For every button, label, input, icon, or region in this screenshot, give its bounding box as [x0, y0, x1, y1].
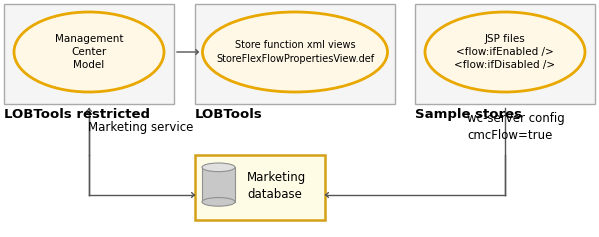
Text: LOBTools restricted: LOBTools restricted [4, 108, 150, 121]
Text: Sample stores: Sample stores [415, 108, 522, 121]
Text: Marketing service: Marketing service [88, 120, 193, 133]
Text: LOBTools: LOBTools [195, 108, 263, 121]
FancyBboxPatch shape [415, 4, 595, 104]
Ellipse shape [202, 163, 235, 172]
FancyBboxPatch shape [4, 4, 174, 104]
FancyBboxPatch shape [195, 155, 325, 220]
Text: wc-server config
cmcFlow=true: wc-server config cmcFlow=true [467, 112, 565, 142]
Text: Marketing
database: Marketing database [247, 171, 306, 201]
Ellipse shape [425, 12, 585, 92]
Ellipse shape [202, 198, 235, 206]
Ellipse shape [14, 12, 164, 92]
Text: Management
Center
Model: Management Center Model [55, 34, 123, 70]
FancyBboxPatch shape [195, 4, 395, 104]
Ellipse shape [202, 12, 388, 92]
Bar [202, 167, 235, 202]
Text: Store function xml views
StoreFlexFlowPropertiesView.def: Store function xml views StoreFlexFlowPr… [216, 40, 374, 64]
Text: JSP files
<flow:ifEnabled />
<flow:ifDisabled />: JSP files <flow:ifEnabled /> <flow:ifDis… [455, 34, 555, 70]
